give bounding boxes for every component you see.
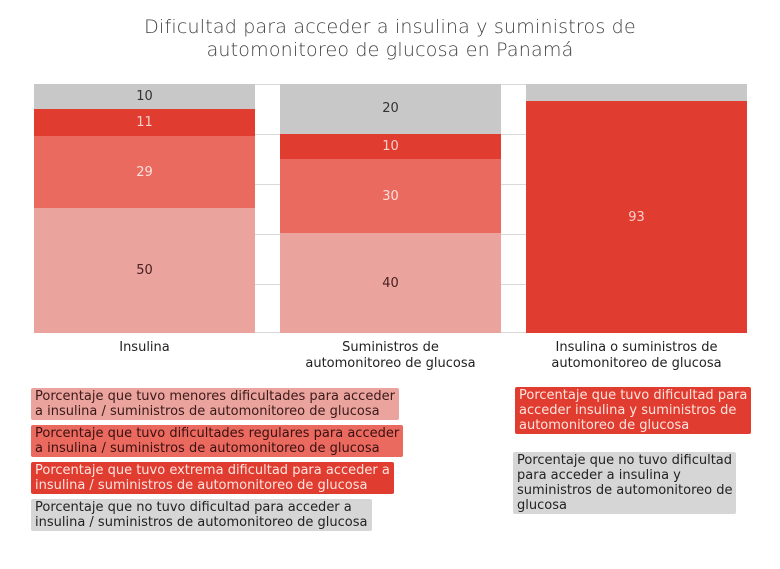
x-label-line: Insulina [119, 340, 170, 355]
legend-text: para acceder a insulina y [517, 468, 681, 483]
bar-segment: 29 [34, 136, 255, 209]
bar-insulina: 10 11 29 50 [34, 84, 255, 333]
legend-text: Porcentaje que tuvo menores dificultades… [35, 389, 395, 404]
legend-item-extreme-difficulty: Porcentaje que tuvo extrema dificultad p… [31, 462, 394, 494]
legend-text: automonitoreo de glucosa [519, 418, 690, 433]
x-label-insulina-o-suministros: Insulina o suministros de automonitoreo … [526, 340, 747, 372]
legend-item-minor-difficulty: Porcentaje que tuvo menores dificultades… [31, 388, 399, 420]
chart-title-line2: automonitoreo de glucosa en Panamá [206, 39, 574, 61]
legend-text: Porcentaje que no tuvo dificultad [517, 453, 733, 468]
bar-segment: 40 [280, 233, 501, 333]
legend-item-regular-difficulty: Porcentaje que tuvo dificultades regular… [31, 425, 404, 457]
legend-text: Porcentaje que tuvo dificultad para [519, 388, 748, 403]
bar-segment: 20 [280, 84, 501, 134]
legend-text: insulina / suministros de automonitoreo … [35, 478, 368, 493]
bar-segment: 93 [526, 101, 747, 333]
bar-segment: 50 [34, 208, 255, 333]
x-label-suministros: Suministros de automonitoreo de glucosa [280, 340, 501, 372]
bar-insulina-o-suministros: 93 [526, 84, 747, 333]
legend-text: Porcentaje que no tuvo dificultad para a… [35, 500, 352, 515]
legend-text: Porcentaje que tuvo extrema dificultad p… [35, 463, 390, 478]
legend-text: glucosa [517, 498, 567, 513]
legend-text: acceder insulina y suministros de [519, 403, 737, 418]
plot-area: 10 11 29 50 20 10 30 40 93 [34, 84, 747, 333]
legend-item-no-difficulty-combined: Porcentaje que no tuvo dificultad para a… [513, 452, 737, 514]
legend-item-had-difficulty: Porcentaje que tuvo dificultad para acce… [515, 387, 752, 434]
x-label-line: automonitoreo de glucosa [305, 356, 476, 371]
legend-text: a insulina / suministros de automonitore… [35, 441, 380, 456]
bar-segment [526, 84, 747, 102]
chart-title: Dificultad para acceder a insulina y sum… [0, 16, 780, 62]
legend-text: insulina / suministros de automonitoreo … [35, 515, 368, 530]
legend-item-no-difficulty: Porcentaje que no tuvo dificultad para a… [31, 499, 372, 531]
legend-text: suministros de automonitoreo de [517, 483, 733, 498]
bar-segment: 10 [34, 84, 255, 109]
x-label-line: automonitoreo de glucosa [551, 356, 722, 371]
bar-segment: 11 [34, 108, 255, 137]
bar-segment: 10 [280, 133, 501, 159]
x-label-line: Insulina o suministros de [555, 340, 718, 355]
x-label-insulina: Insulina [34, 340, 255, 356]
bar-segment: 30 [280, 158, 501, 234]
legend-text: Porcentaje que tuvo dificultades regular… [35, 426, 400, 441]
legend-text: a insulina / suministros de automonitore… [35, 404, 380, 419]
bar-suministros: 20 10 30 40 [280, 84, 501, 333]
chart-title-line1: Dificultad para acceder a insulina y sum… [144, 16, 636, 38]
x-label-line: Suministros de [342, 340, 439, 355]
